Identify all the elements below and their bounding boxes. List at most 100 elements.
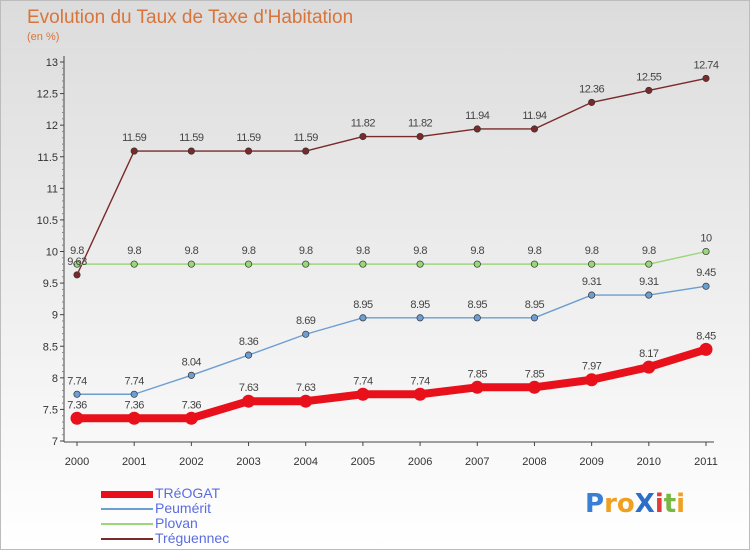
series-line-peum-rit xyxy=(76,285,707,395)
data-point-tr-guennec xyxy=(302,147,310,155)
x-tick-label: 2007 xyxy=(465,456,489,468)
x-tick-label: 2005 xyxy=(351,456,375,468)
data-label-tr-ogat: 7.74 xyxy=(353,375,373,387)
data-label-peum-rit: 9.31 xyxy=(639,276,659,288)
legend-label-plovan: Plovan xyxy=(155,515,198,531)
data-label-plovan: 9.8 xyxy=(70,245,84,257)
data-point-tr-ogat xyxy=(699,342,713,356)
data-label-peum-rit: 7.74 xyxy=(67,375,87,387)
data-label-tr-guennec: 12.36 xyxy=(579,83,604,95)
y-tick-label: 9 xyxy=(52,310,58,322)
data-label-tr-guennec: 11.59 xyxy=(294,132,319,144)
proxiti-logo: ProXiti xyxy=(585,489,685,519)
data-label-tr-ogat: 7.97 xyxy=(582,361,602,373)
x-tick-label: 2002 xyxy=(179,456,203,468)
data-point-tr-ogat xyxy=(70,411,84,425)
y-tick-label: 10 xyxy=(46,247,58,259)
data-point-plovan xyxy=(359,260,367,268)
data-point-peum-rit xyxy=(130,390,138,398)
data-label-peum-rit: 9.31 xyxy=(582,276,602,288)
data-point-plovan xyxy=(588,260,596,268)
logo-letter: i xyxy=(654,489,664,519)
data-label-plovan: 9.8 xyxy=(299,245,313,257)
y-tick-label: 7 xyxy=(52,436,58,448)
y-tick-label: 10.5 xyxy=(37,215,58,227)
series-line-tr-ogat xyxy=(73,345,710,423)
x-tick-label: 2010 xyxy=(637,456,661,468)
data-label-tr-guennec: 11.59 xyxy=(122,132,147,144)
legend-swatch-plovan xyxy=(101,523,153,525)
data-label-tr-guennec: 11.94 xyxy=(465,110,490,122)
y-tick-label: 8 xyxy=(52,373,58,385)
y-tick-label: 8.5 xyxy=(43,341,58,353)
data-point-peum-rit xyxy=(244,351,253,359)
data-label-peum-rit: 8.04 xyxy=(182,356,202,368)
y-tick-label: 12 xyxy=(46,120,58,132)
legend-label-treguennec: Tréguennec xyxy=(155,530,230,546)
data-point-tr-ogat xyxy=(470,380,484,394)
series-line-plovan xyxy=(76,250,707,265)
data-point-tr-guennec xyxy=(187,147,195,155)
data-label-tr-guennec: 11.59 xyxy=(179,132,204,144)
y-tick-label: 12.5 xyxy=(37,89,58,101)
chart-subtitle: (en %) xyxy=(27,31,60,43)
data-label-tr-ogat: 7.85 xyxy=(468,368,488,380)
data-label-peum-rit: 8.69 xyxy=(296,315,316,327)
data-point-peum-rit xyxy=(187,371,195,379)
data-label-tr-guennec: 12.55 xyxy=(636,71,661,83)
data-label-peum-rit: 8.95 xyxy=(410,299,430,311)
data-point-plovan xyxy=(530,260,539,268)
data-label-plovan: 9.8 xyxy=(127,245,141,257)
x-tick-label: 2008 xyxy=(522,456,546,468)
data-point-tr-ogat xyxy=(642,360,656,374)
data-label-tr-ogat: 7.85 xyxy=(525,368,545,380)
y-tick-label: 11 xyxy=(47,183,58,195)
x-tick-label: 2000 xyxy=(65,456,89,468)
data-point-tr-guennec xyxy=(588,98,596,106)
logo-letter: X xyxy=(634,489,655,519)
data-point-peum-rit xyxy=(530,314,539,322)
data-point-tr-ogat xyxy=(242,394,256,408)
data-point-peum-rit xyxy=(416,314,424,322)
data-label-tr-ogat: 8.45 xyxy=(696,330,716,342)
data-label-plovan: 9.8 xyxy=(470,245,484,257)
data-point-tr-guennec xyxy=(416,132,424,141)
chart-title: Evolution du Taux de Taxe d'Habitation xyxy=(27,7,354,28)
data-point-tr-ogat xyxy=(527,380,541,394)
data-point-tr-guennec xyxy=(645,86,653,94)
data-label-peum-rit: 7.74 xyxy=(124,375,144,387)
data-point-tr-ogat xyxy=(413,387,427,401)
data-point-plovan xyxy=(416,260,424,268)
legend-swatch-peumerit xyxy=(101,508,153,510)
data-point-tr-ogat xyxy=(127,411,141,425)
data-label-peum-rit: 9.45 xyxy=(696,267,716,279)
data-point-plovan xyxy=(130,260,138,268)
data-label-peum-rit: 8.95 xyxy=(525,299,545,311)
data-label-plovan: 9.8 xyxy=(528,245,542,257)
data-label-tr-ogat: 7.36 xyxy=(124,399,144,411)
data-label-plovan: 10 xyxy=(700,233,712,245)
data-point-tr-ogat xyxy=(184,411,198,425)
data-label-tr-guennec: 11.59 xyxy=(236,132,261,144)
legend-label-peumerit: Peumérit xyxy=(155,500,212,516)
y-tick-label: 9.5 xyxy=(43,278,58,290)
data-label-peum-rit: 8.36 xyxy=(239,336,259,348)
data-label-tr-ogat: 8.17 xyxy=(639,348,659,360)
data-label-plovan: 9.8 xyxy=(585,245,599,257)
x-tick-label: 2006 xyxy=(408,456,432,468)
data-label-plovan: 9.8 xyxy=(413,245,427,257)
series-line-tr-guennec xyxy=(76,77,707,276)
logo-letter: i xyxy=(676,489,686,519)
data-label-tr-ogat: 7.36 xyxy=(67,399,87,411)
data-point-peum-rit xyxy=(473,314,481,322)
data-label-tr-guennec: 11.94 xyxy=(522,110,547,122)
y-tick-label: 13 xyxy=(46,57,58,69)
data-point-plovan xyxy=(73,260,81,268)
data-label-tr-guennec: 12.74 xyxy=(693,59,718,71)
logo-letter: r xyxy=(604,489,617,519)
data-point-tr-guennec xyxy=(702,74,710,82)
data-label-tr-guennec: 11.82 xyxy=(351,118,376,130)
data-point-tr-guennec xyxy=(473,125,481,133)
data-point-peum-rit xyxy=(359,314,367,322)
